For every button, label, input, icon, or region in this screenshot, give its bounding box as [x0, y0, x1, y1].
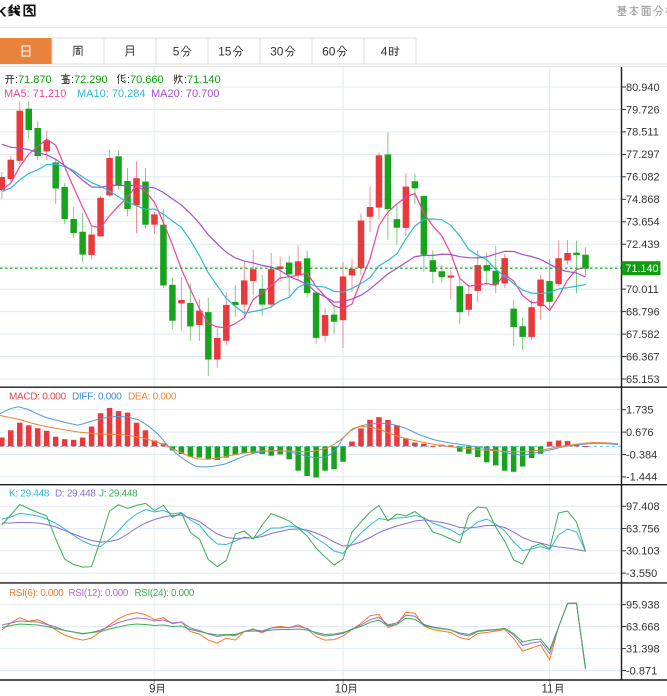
svg-text:0.676: 0.676: [626, 427, 654, 439]
svg-text:D: 29.448: D: 29.448: [55, 489, 96, 500]
svg-text:MA20: 70.700: MA20: 70.700: [151, 88, 220, 100]
svg-text:10: 10: [335, 684, 348, 696]
svg-text:RSI(6): 0.000: RSI(6): 0.000: [9, 588, 64, 599]
svg-text::: :: [184, 74, 187, 86]
svg-text:63.756: 63.756: [626, 523, 660, 535]
svg-text:66.367: 66.367: [626, 351, 660, 363]
svg-text::: :: [127, 74, 130, 86]
svg-text:67.582: 67.582: [626, 329, 660, 341]
svg-text:79.726: 79.726: [626, 104, 660, 116]
svg-text:RSI(24): 0.000: RSI(24): 0.000: [135, 588, 195, 599]
svg-text:K: 29.448: K: 29.448: [9, 489, 50, 500]
svg-text::: :: [15, 74, 18, 86]
svg-text:73.654: 73.654: [626, 217, 660, 229]
svg-text:72.290: 72.290: [74, 74, 108, 86]
svg-text:71.140: 71.140: [626, 263, 659, 275]
svg-text:71.140: 71.140: [187, 74, 221, 86]
svg-text:K: K: [0, 4, 7, 20]
svg-text:MA5: 71.210: MA5: 71.210: [4, 88, 66, 100]
svg-text:-1.444: -1.444: [626, 472, 657, 484]
svg-text:77.297: 77.297: [626, 149, 660, 161]
svg-text:RSI(12): 0.000: RSI(12): 0.000: [69, 588, 129, 599]
svg-text:9: 9: [149, 684, 155, 696]
svg-text:30: 30: [270, 45, 284, 59]
svg-text:-0.384: -0.384: [626, 449, 657, 461]
svg-text:-3.550: -3.550: [626, 568, 657, 580]
svg-text:97.408: 97.408: [626, 501, 660, 513]
svg-text:MACD: 0.000: MACD: 0.000: [9, 392, 66, 403]
svg-text:76.082: 76.082: [626, 172, 660, 184]
svg-text:63.668: 63.668: [626, 621, 660, 633]
svg-text:72.439: 72.439: [626, 239, 660, 251]
svg-text:70.011: 70.011: [626, 284, 659, 296]
svg-text:4: 4: [381, 45, 388, 59]
svg-text:15: 15: [218, 45, 232, 59]
svg-text:31.398: 31.398: [626, 643, 660, 655]
svg-text:1.735: 1.735: [626, 405, 654, 417]
svg-text:J: 29.448: J: 29.448: [99, 489, 138, 500]
svg-text:30.103: 30.103: [626, 546, 660, 558]
svg-text::: :: [71, 74, 74, 86]
svg-text:11: 11: [542, 684, 554, 696]
svg-text:MA10: 70.284: MA10: 70.284: [77, 88, 146, 100]
svg-text:68.796: 68.796: [626, 306, 660, 318]
svg-text:95.938: 95.938: [626, 600, 660, 612]
svg-text:70.660: 70.660: [130, 74, 164, 86]
svg-text:DIFF: 0.000: DIFF: 0.000: [72, 392, 122, 403]
svg-text:-0.871: -0.871: [626, 665, 657, 677]
svg-text:71.870: 71.870: [18, 74, 52, 86]
svg-text:60: 60: [322, 45, 336, 59]
svg-text:80.940: 80.940: [626, 82, 660, 94]
svg-text:78.511: 78.511: [626, 127, 659, 139]
svg-text:74.868: 74.868: [626, 194, 660, 206]
svg-text:DEA: 0.000: DEA: 0.000: [128, 392, 177, 403]
svg-text:65.153: 65.153: [626, 374, 660, 386]
svg-text:5: 5: [173, 45, 180, 59]
